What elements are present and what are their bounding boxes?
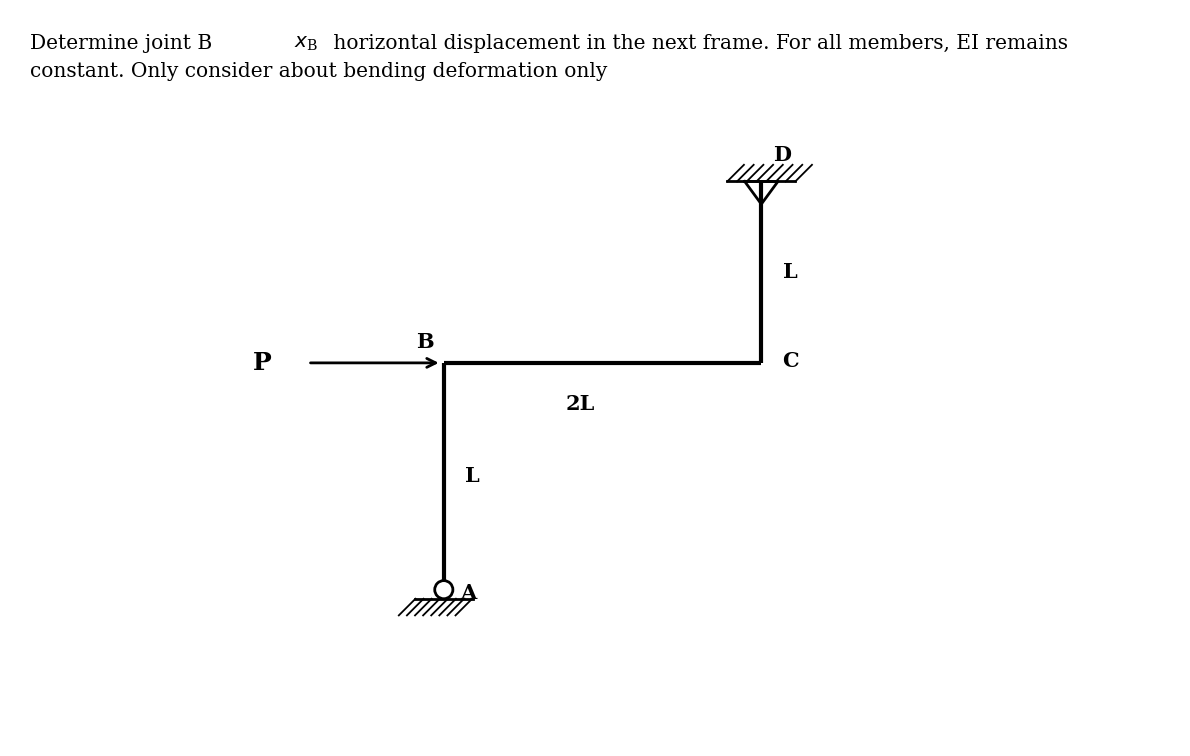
Text: constant. Only consider about bending deformation only: constant. Only consider about bending de… — [30, 62, 607, 81]
Text: L: L — [783, 262, 797, 282]
Circle shape — [434, 581, 453, 599]
Text: B: B — [416, 332, 433, 352]
Text: horizontal displacement in the next frame. For all members, EI remains: horizontal displacement in the next fram… — [327, 34, 1069, 53]
Text: $x_\mathregular{B}$: $x_\mathregular{B}$ — [294, 34, 318, 53]
Text: L: L — [465, 466, 480, 486]
Text: P: P — [253, 351, 271, 375]
Text: A: A — [459, 584, 476, 603]
Text: C: C — [783, 351, 800, 370]
Text: D: D — [774, 145, 791, 165]
Text: 2L: 2L — [565, 395, 595, 414]
Text: Determine joint B: Determine joint B — [30, 34, 219, 53]
